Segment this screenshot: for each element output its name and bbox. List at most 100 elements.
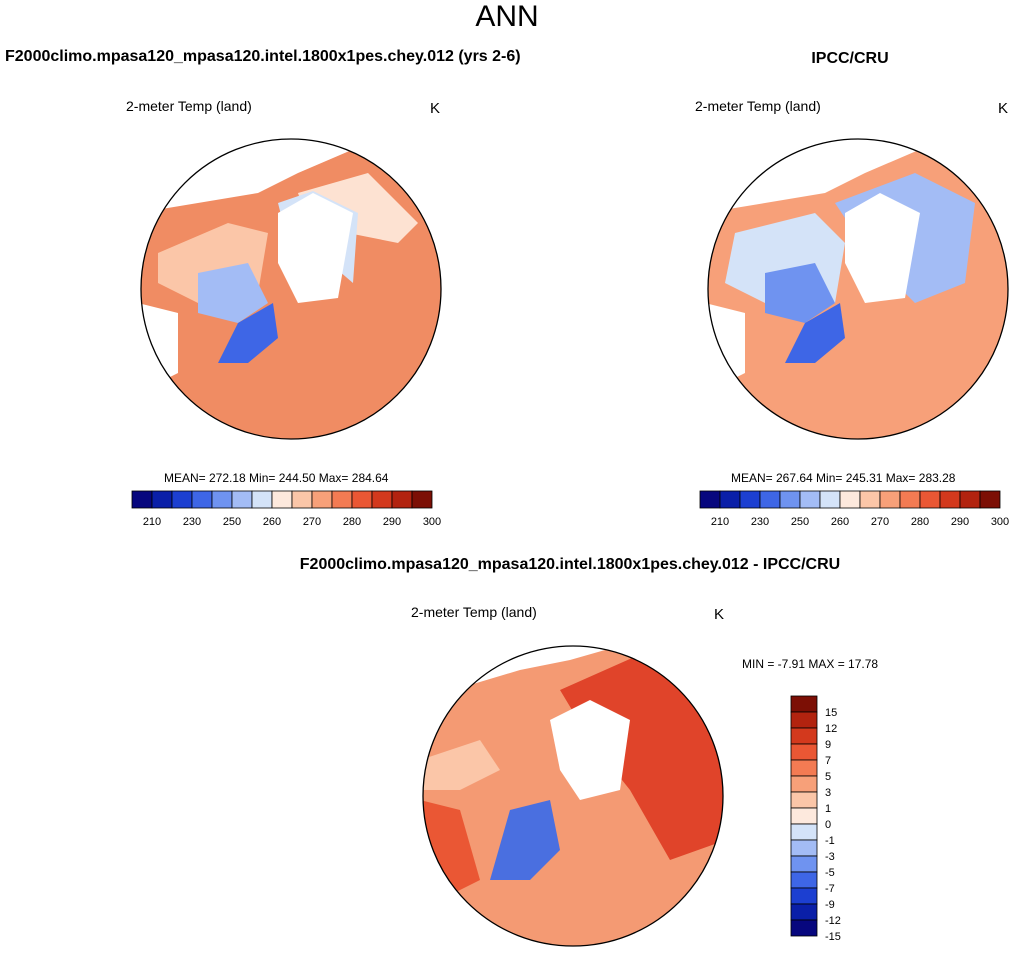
colorbar-tick-label: 300 [423,516,441,528]
colorbar-swatch [371,490,393,509]
colorbar-tick-label: 210 [711,516,729,528]
diff-colorbar-tick-label: -1 [825,835,835,847]
diff-colorbar-tick-label: -12 [825,915,841,927]
diff-colorbar-swatch [790,887,818,905]
diff-colorbar: 15 12 9 7 5 3 1 0 -1 -3 -5 -7 -9 -12 -15 [790,695,841,943]
colorbar-swatch [271,490,293,509]
diff-colorbar-tick-label: 15 [825,707,837,719]
colorbar-tick-label: 280 [911,516,929,528]
diff-colorbar-swatch [790,839,818,857]
obs-polar-map [707,138,1009,440]
diff-stats: MIN = -7.91 MAX = 17.78 [742,657,879,671]
diff-colorbar-swatch [790,695,818,713]
diff-colorbar-tick-label: 0 [825,819,831,831]
diff-colorbar-tick-label: 3 [825,787,831,799]
colorbar-swatch [151,490,173,509]
arctic-islands-region [198,263,268,323]
colorbar-swatch [879,490,901,509]
diff-colorbar-tick-label: -7 [825,883,835,895]
diff-colorbar-swatch [790,775,818,793]
colorbar-swatch [131,490,153,509]
obs-stats: MEAN= 267.64 Min= 245.31 Max= 283.28 [731,471,956,485]
colorbar-swatch [779,490,801,509]
diff-colorbar-swatch [790,903,818,921]
colorbar-tick-label: 210 [143,516,161,528]
colorbar-tick-label: 270 [871,516,889,528]
map-boundary [140,138,442,440]
colorbar-swatch [739,490,761,509]
colorbar-swatch [231,490,253,509]
colorbar-swatch [839,490,861,509]
colorbar-swatch [819,490,841,509]
colorbar-tick-label: 230 [751,516,769,528]
diff-colorbar-swatch [790,855,818,873]
model-polar-map [140,138,442,440]
model-panel-title: F2000climo.mpasa120_mpasa120.intel.1800x… [5,48,521,65]
model-stats: MEAN= 272.18 Min= 244.50 Max= 284.64 [164,471,389,485]
diff-colorbar-swatch [790,759,818,777]
colorbar-swatch [939,490,961,509]
diff-units-label: K [714,606,725,623]
diff-colorbar-tick-label: 5 [825,771,831,783]
colorbar-swatch [191,490,213,509]
colorbar-swatch [959,490,981,509]
colorbar-tick-label: 260 [263,516,281,528]
colorbar-swatch [331,490,353,509]
colorbar-tick-label: 260 [831,516,849,528]
diff-colorbar-tick-label: 1 [825,803,831,815]
colorbar-swatch [411,490,433,509]
colorbar-swatch [719,490,741,509]
colorbar-swatch [251,490,273,509]
arctic-ocean [845,193,920,303]
diff-colorbar-swatch [790,919,818,937]
diff-colorbar-swatch [790,743,818,761]
diff-colorbar-tick-label: 12 [825,723,837,735]
greenland-region [218,303,278,363]
colorbar-swatch [391,490,413,509]
arctic-ocean [550,700,630,800]
colorbar-swatch [899,490,921,509]
colorbar-swatch [211,490,233,509]
main-title: ANN [475,0,539,33]
colorbar-tick-label: 250 [791,516,809,528]
diff-colorbar-swatch [790,711,818,729]
obs-variable-label: 2-meter Temp (land) [695,98,821,114]
obs-units-label: K [998,100,1009,117]
colorbar-tick-label: 230 [183,516,201,528]
colorbar-swatch [699,490,721,509]
diff-colorbar-tick-label: 7 [825,755,831,767]
diff-colorbar-tick-label: -5 [825,867,835,879]
colorbar-swatch [759,490,781,509]
colorbar-tick-label: 280 [343,516,361,528]
diff-panel-title: F2000climo.mpasa120_mpasa120.intel.1800x… [299,556,841,573]
model-units-label: K [430,100,441,117]
diff-greenland-cold [490,800,560,880]
obs-colorbar: 210 230 250 260 270 280 290 300 [699,490,1009,528]
greenland-region [785,303,845,363]
diff-colorbar-swatch [790,823,818,841]
arctic-islands-region [765,263,835,323]
diff-colorbar-swatch [790,791,818,809]
colorbar-tick-label: 300 [991,516,1009,528]
diff-variable-label: 2-meter Temp (land) [411,604,537,620]
diff-light-region [423,740,500,790]
colorbar-swatch [859,490,881,509]
diff-colorbar-swatch [790,807,818,825]
colorbar-tick-label: 250 [223,516,241,528]
diff-colorbar-tick-label: -15 [825,931,841,943]
map-boundary [422,645,724,947]
diff-polar-map [422,645,724,947]
diff-colorbar-tick-label: -9 [825,899,835,911]
colorbar-swatch [311,490,333,509]
colorbar-swatch [291,490,313,509]
diff-colorbar-tick-label: 9 [825,739,831,751]
colorbar-swatch [979,490,1001,509]
colorbar-tick-label: 290 [383,516,401,528]
map-boundary [707,138,1009,440]
diff-hot-region [560,650,723,860]
arctic-ocean [278,193,353,303]
obs-panel-title: IPCC/CRU [811,50,889,67]
colorbar-swatch [351,490,373,509]
diff-colorbar-swatch [790,871,818,889]
colorbar-swatch [919,490,941,509]
